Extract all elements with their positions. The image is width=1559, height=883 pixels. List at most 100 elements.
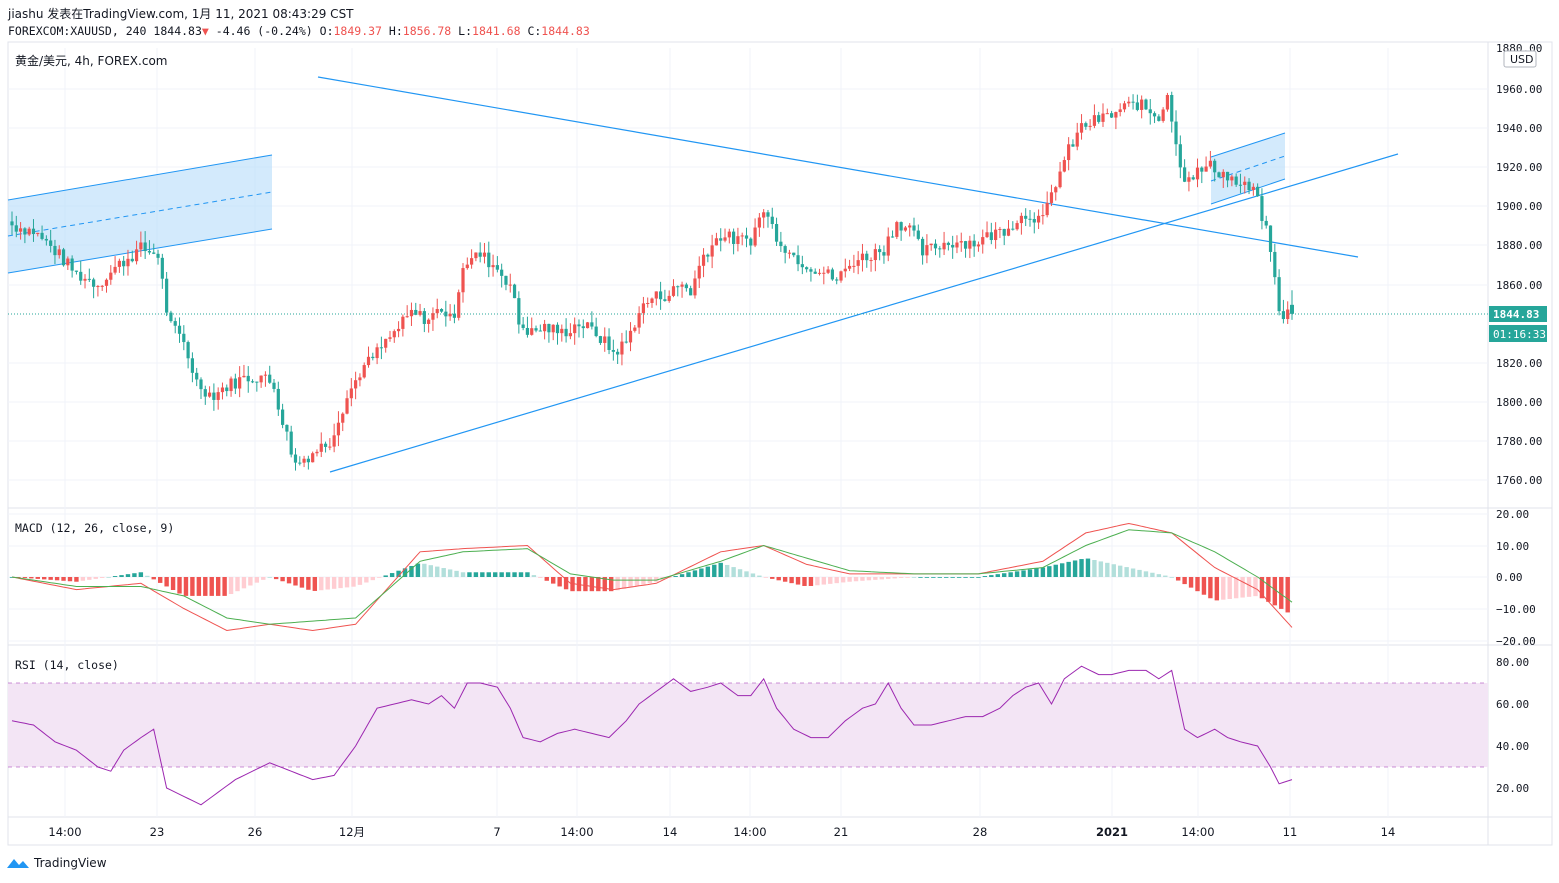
candle-body (1277, 277, 1281, 312)
price-tick-label: 1940.00 (1496, 122, 1542, 135)
macd-histogram-bar (383, 575, 388, 577)
macd-histogram-bar (1098, 561, 1104, 577)
candle-body (1079, 123, 1084, 133)
candle-body (714, 238, 719, 246)
candle-body (14, 225, 18, 232)
candle-body (465, 264, 469, 269)
macd-histogram-bar (1208, 577, 1213, 599)
candle-body (1097, 115, 1101, 122)
time-tick-label: 14:00 (560, 825, 593, 839)
candle-body (663, 299, 667, 301)
candle-body (903, 227, 908, 231)
frame (7, 41, 1553, 846)
macd-histogram-bar (312, 577, 318, 591)
rsi-tick-label: 40.00 (1496, 740, 1529, 753)
candle-body (564, 328, 568, 337)
candle-body (53, 245, 57, 256)
candle-body (1109, 113, 1114, 118)
macd-histogram-bar (673, 576, 678, 577)
macd-histogram-bar (1072, 560, 1078, 577)
candle-body (444, 311, 448, 317)
candle-body (229, 378, 233, 392)
candle-body (379, 347, 383, 349)
high-value: 1856.78 (402, 24, 452, 38)
macd-histogram-bar (486, 572, 491, 577)
candle-body (671, 286, 676, 296)
candle-body (1131, 101, 1135, 103)
macd-histogram-bar (886, 577, 891, 579)
candle-body (285, 424, 289, 432)
candle-body (611, 349, 615, 352)
macd-histogram-bar (699, 568, 704, 577)
macd-histogram-bar (1240, 577, 1245, 598)
candle-body (1084, 123, 1088, 127)
candle-body (268, 374, 272, 383)
candle-body (727, 231, 731, 238)
macd-histogram-bar (306, 577, 311, 590)
macd-histogram-bar (1150, 572, 1155, 577)
macd-histogram-bar (1182, 577, 1187, 585)
candle-body (1071, 144, 1075, 147)
candle-body (633, 327, 637, 331)
macd-histogram-bar (447, 569, 453, 577)
candle-body (646, 302, 650, 304)
candle-body (371, 356, 375, 359)
candle-body (968, 240, 972, 249)
candle-body (1144, 99, 1148, 110)
macd-histogram-bar (1014, 571, 1020, 577)
candle-body (1178, 144, 1182, 168)
candle-body (749, 238, 753, 246)
macd-histogram-bar (512, 572, 517, 577)
macd-histogram-bar (1021, 570, 1026, 577)
candle-body (792, 252, 796, 256)
macd-histogram-bar (531, 575, 537, 577)
candle-body (409, 309, 414, 317)
candle-body (1191, 177, 1195, 180)
candle-body (1101, 113, 1105, 122)
candle-body (500, 269, 504, 276)
candle-body (1183, 167, 1187, 182)
macd-histogram-bar (1156, 574, 1162, 577)
macd-histogram-bar (331, 577, 337, 589)
candle-body (1088, 125, 1092, 127)
publish-info: jiashu 发表在TradingView.com, 1月 11, 2021 0… (8, 7, 354, 21)
candle-body (1019, 215, 1023, 224)
brand-name: TradingView (34, 856, 107, 870)
candle-body (1281, 311, 1286, 320)
candle-body (482, 252, 487, 257)
macd-histogram-bar (16, 577, 21, 578)
candle-body (693, 278, 697, 296)
macd-histogram-bar (177, 577, 182, 594)
candle-body (890, 236, 895, 238)
footer-brand[interactable]: TradingView (6, 856, 107, 870)
candle-body (998, 228, 1002, 230)
ascending-trendline (329, 153, 1399, 473)
candle-body (1221, 171, 1225, 178)
candle-body (658, 291, 663, 300)
macd-histogram-bar (454, 570, 459, 577)
candle-body (985, 232, 989, 238)
macd-histogram-bar (190, 577, 195, 596)
rsi-tick-label: 60.00 (1496, 698, 1529, 711)
candle-body (684, 284, 688, 289)
candle-body (895, 222, 899, 237)
candle-body (624, 341, 628, 343)
candle-body (74, 270, 79, 272)
candle-body (358, 377, 362, 381)
macd-histogram-bar (370, 577, 376, 581)
candle-body (1118, 109, 1122, 113)
candle-body (1002, 228, 1006, 236)
low-value: 1841.68 (472, 24, 521, 38)
candle-body (1213, 160, 1217, 173)
macd-histogram-bar (364, 577, 369, 583)
candle-body (921, 238, 925, 256)
candle-body (1028, 218, 1032, 220)
candle-body (1208, 160, 1212, 167)
candle-body (478, 252, 482, 257)
macd-histogram-bar (460, 572, 466, 577)
macd-histogram-bar (351, 577, 356, 587)
candle-body (160, 257, 164, 279)
candle-body (830, 269, 835, 280)
macd-histogram-bar (937, 577, 942, 578)
